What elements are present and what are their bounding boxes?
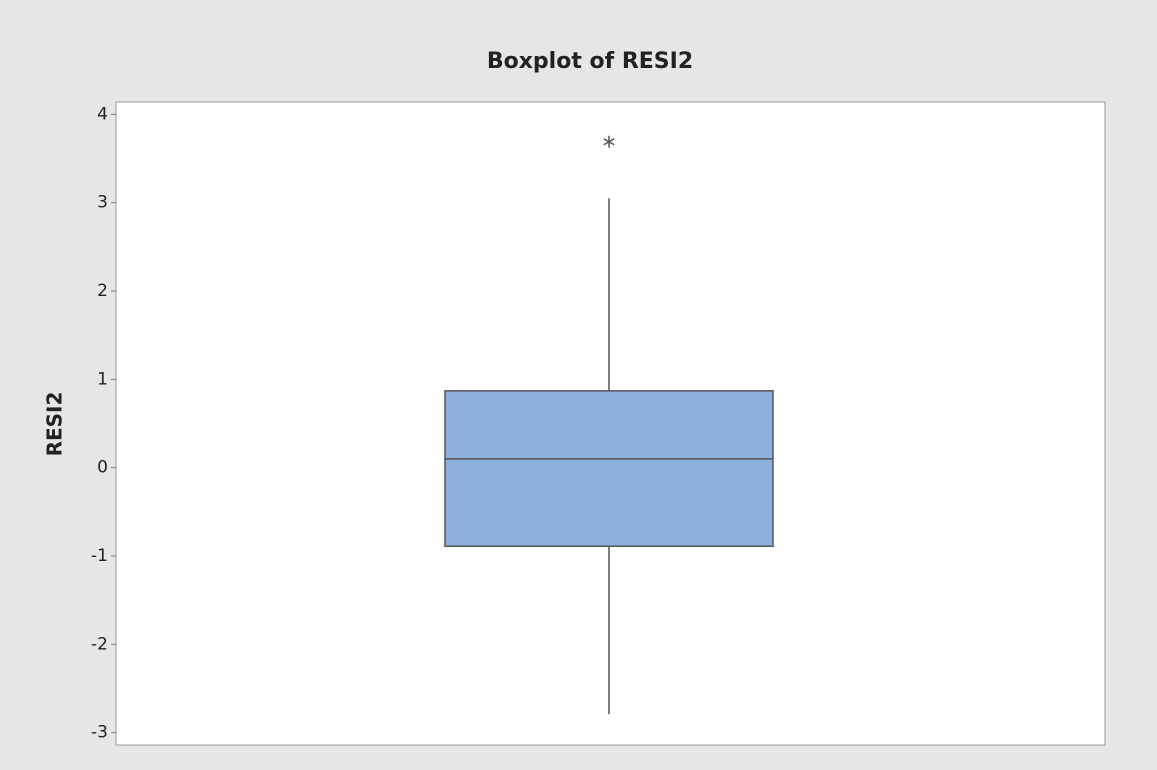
- y-axis-label: RESI2: [43, 392, 67, 457]
- page: Boxplot of RESI2 RESI2 -3-2-101234 {"cha…: [0, 0, 1157, 770]
- y-tick-label: 0: [97, 458, 108, 478]
- y-tick-label: 2: [97, 281, 108, 301]
- y-tick-label: -3: [91, 723, 108, 743]
- y-tick-label: 3: [97, 193, 108, 213]
- chart: Boxplot of RESI2 RESI2 -3 -2 -1 0 1 2 3 4: [0, 0, 1157, 770]
- y-tick-label: -1: [91, 546, 108, 566]
- y-tick-label: -2: [91, 634, 108, 654]
- box: [445, 391, 773, 546]
- chart-title: Boxplot of RESI2: [487, 49, 693, 74]
- y-tick-label: 1: [97, 369, 108, 389]
- y-tick-label: 4: [97, 104, 108, 124]
